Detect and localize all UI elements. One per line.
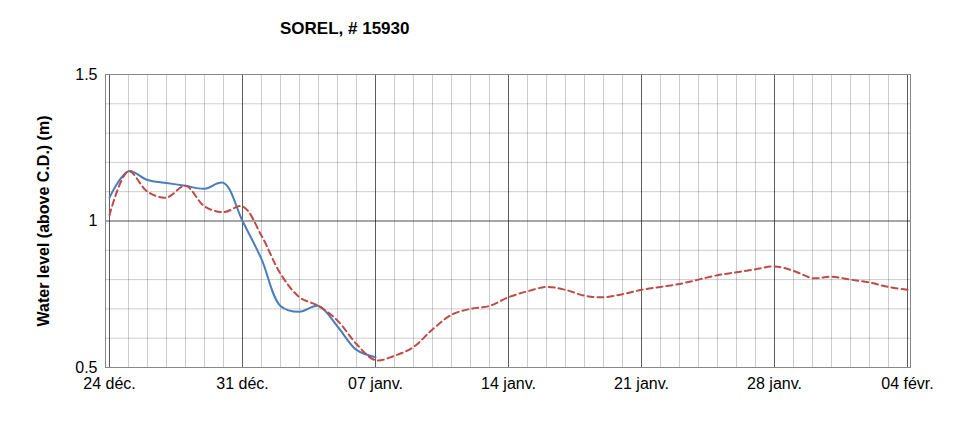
svg-text:21 janv.: 21 janv. xyxy=(614,375,669,392)
svg-text:31 déc.: 31 déc. xyxy=(216,375,268,392)
svg-text:24 déc.: 24 déc. xyxy=(83,375,135,392)
svg-text:0.5: 0.5 xyxy=(75,359,97,376)
html-text:SOREL, # 15930: SOREL, # 15930 xyxy=(280,19,410,38)
svg-text:14 janv.: 14 janv. xyxy=(481,375,536,392)
svg-text:1: 1 xyxy=(89,212,98,229)
svg-text:1.5: 1.5 xyxy=(75,66,97,83)
svg-text:Water level (above C.D.) (m): Water level (above C.D.) (m) xyxy=(35,115,52,326)
svg-text:04 févr.: 04 févr. xyxy=(881,375,933,392)
svg-text:28 janv.: 28 janv. xyxy=(747,375,802,392)
svg-text:07 janv.: 07 janv. xyxy=(348,375,403,392)
